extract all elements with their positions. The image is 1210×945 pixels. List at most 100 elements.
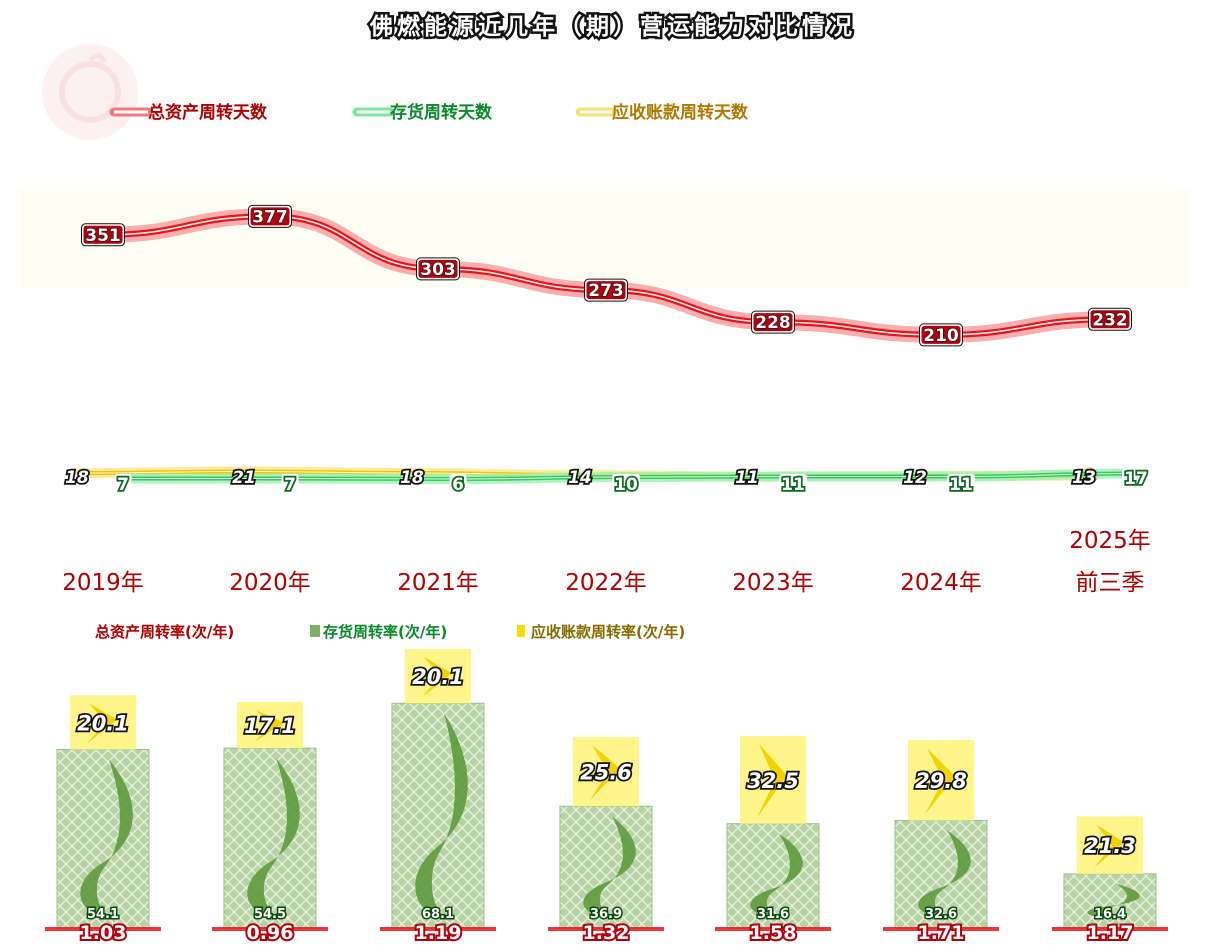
bar-label-inventory: 36.9 xyxy=(590,907,622,922)
bar-receivable xyxy=(740,735,806,824)
data-label-text-inventory: 7 xyxy=(284,475,296,495)
bar-label-asset: 1.19 xyxy=(415,922,462,944)
data-label-text-inventory: 6 xyxy=(452,475,464,495)
bar-label-inventory: 32.6 xyxy=(925,907,957,922)
category-label: 2019年 xyxy=(62,570,144,596)
bar-label-asset: 1.58 xyxy=(750,922,797,944)
category-label: 2023年 xyxy=(732,570,814,596)
data-label-asset: 210 xyxy=(919,323,963,346)
data-label-inventory: 10 xyxy=(612,473,640,497)
data-label-asset: 377 xyxy=(248,204,292,228)
data-label-text-receivable: 18 xyxy=(65,468,89,488)
data-label-receivable: 14 xyxy=(566,466,593,490)
data-label-text-inventory: 11 xyxy=(949,475,973,495)
data-label-text-asset: 210 xyxy=(923,326,959,346)
data-label-text-asset: 228 xyxy=(755,313,791,333)
data-label-text-asset: 303 xyxy=(420,260,456,280)
bar-label-asset: 0.96 xyxy=(247,922,294,944)
legend-item-inventory-days: 存货周转天数 xyxy=(352,102,493,123)
bar-label-inventory: 31.6 xyxy=(757,907,789,922)
data-label-inventory: 11 xyxy=(779,473,807,497)
bar-asset xyxy=(45,927,161,931)
data-label-asset: 303 xyxy=(416,257,460,280)
data-label-text-asset: 351 xyxy=(85,226,121,246)
bar-asset xyxy=(715,927,831,931)
bar-label-asset: 1.03 xyxy=(80,922,127,944)
category-label: 2025年 xyxy=(1069,528,1151,554)
data-label-text-asset: 377 xyxy=(252,207,288,227)
bar-receivable xyxy=(1077,816,1143,874)
bar-asset xyxy=(212,927,328,931)
bar-label-receivable: 25.6 xyxy=(580,761,632,785)
bar-asset xyxy=(380,927,496,931)
data-label-text-receivable: 21 xyxy=(232,468,256,488)
bar-inventory xyxy=(223,747,317,929)
data-label-inventory: 7 xyxy=(114,473,132,497)
data-label-inventory: 6 xyxy=(449,473,467,497)
data-label-inventory: 17 xyxy=(1122,467,1150,491)
bar-label-receivable: 20.1 xyxy=(412,665,464,689)
plot-band xyxy=(18,188,1190,288)
bar-receivable xyxy=(908,739,974,821)
bar-legend: 总资产周转率(次/年) 存货周转率(次/年) 应收账款周转率(次/年) xyxy=(95,623,685,641)
watermark-logo xyxy=(42,44,138,140)
data-label-asset: 273 xyxy=(584,278,628,302)
chart-title: 佛燃能源近几年（期）营运能力对比情况 xyxy=(369,13,856,40)
bar-inventory xyxy=(726,823,820,929)
bar-label-receivable: 21.3 xyxy=(1084,834,1136,858)
legend-label-asset-rate: 总资产周转率(次/年) xyxy=(95,623,234,641)
data-label-inventory: 11 xyxy=(947,473,975,497)
bar-label-receivable: 20.1 xyxy=(77,711,129,735)
legend-label-receivable-days: 应收账款周转天数 xyxy=(612,102,749,123)
legend-label-receivable-rate: 应收账款周转率(次/年) xyxy=(531,623,685,641)
category-label: 2024年 xyxy=(900,570,982,596)
legend-item-inventory-rate: 存货周转率(次/年) xyxy=(310,623,447,641)
line-legend: 总资产周转天数 存货周转天数 应收账款周转天数 xyxy=(109,102,749,123)
bar-asset xyxy=(548,927,664,931)
bar-inventory xyxy=(894,819,988,929)
bar-asset xyxy=(1052,927,1168,931)
data-label-text-receivable: 11 xyxy=(735,468,759,488)
bar-receivable xyxy=(237,701,303,749)
data-label-text-asset: 232 xyxy=(1092,310,1128,330)
data-label-text-inventory: 17 xyxy=(1124,469,1148,489)
bar-label-inventory: 54.1 xyxy=(87,907,119,922)
bar-label-inventory: 68.1 xyxy=(422,907,454,922)
category-label: 2022年 xyxy=(565,570,647,596)
data-label-receivable: 21 xyxy=(230,466,257,490)
line-chart: 18 21 18 14 11 12 13 7 7 6 10 11 11 17 351 377 303 273 228… xyxy=(63,204,1150,497)
category-label: 2021年 xyxy=(397,570,479,596)
bar-label-receivable: 32.5 xyxy=(747,769,799,793)
bar-label-asset: 1.17 xyxy=(1087,922,1134,944)
data-label-text-receivable: 14 xyxy=(568,468,592,488)
data-label-text-inventory: 11 xyxy=(781,475,805,495)
bar-chart: 54.1 20.1 1.03 54.5 17.1 0.96 68.1 20.1 1.19 36.9… xyxy=(45,649,1168,945)
legend-item-asset-days: 总资产周转天数 xyxy=(109,102,268,123)
data-label-inventory: 7 xyxy=(281,473,299,497)
data-label-asset: 232 xyxy=(1088,307,1132,331)
category-label: 2020年 xyxy=(229,570,311,596)
data-label-receivable: 12 xyxy=(901,466,928,490)
bar-receivable xyxy=(573,737,639,807)
bar-label-receivable: 29.8 xyxy=(915,769,967,793)
bar-inventory xyxy=(559,805,653,929)
bar-receivable xyxy=(405,649,471,704)
bar-label-asset: 1.32 xyxy=(583,922,630,944)
data-label-asset: 228 xyxy=(751,310,795,334)
category-label: 前三季 xyxy=(1076,570,1145,596)
legend-label-inventory-rate: 存货周转率(次/年) xyxy=(323,623,447,641)
data-label-text-receivable: 18 xyxy=(400,468,424,488)
bar-asset xyxy=(883,927,999,931)
data-label-asset: 351 xyxy=(81,223,125,246)
legend-label-inventory-days: 存货周转天数 xyxy=(390,102,493,123)
data-label-text-receivable: 13 xyxy=(1072,468,1096,488)
data-label-receivable: 11 xyxy=(733,466,760,490)
bar-label-inventory: 54.5 xyxy=(254,907,286,922)
data-label-text-receivable: 12 xyxy=(903,468,927,488)
bar-inventory xyxy=(391,702,485,929)
data-label-receivable: 18 xyxy=(398,466,425,490)
bar-label-inventory: 16.4 xyxy=(1094,907,1126,922)
legend-item-receivable-days: 应收账款周转天数 xyxy=(575,102,749,123)
